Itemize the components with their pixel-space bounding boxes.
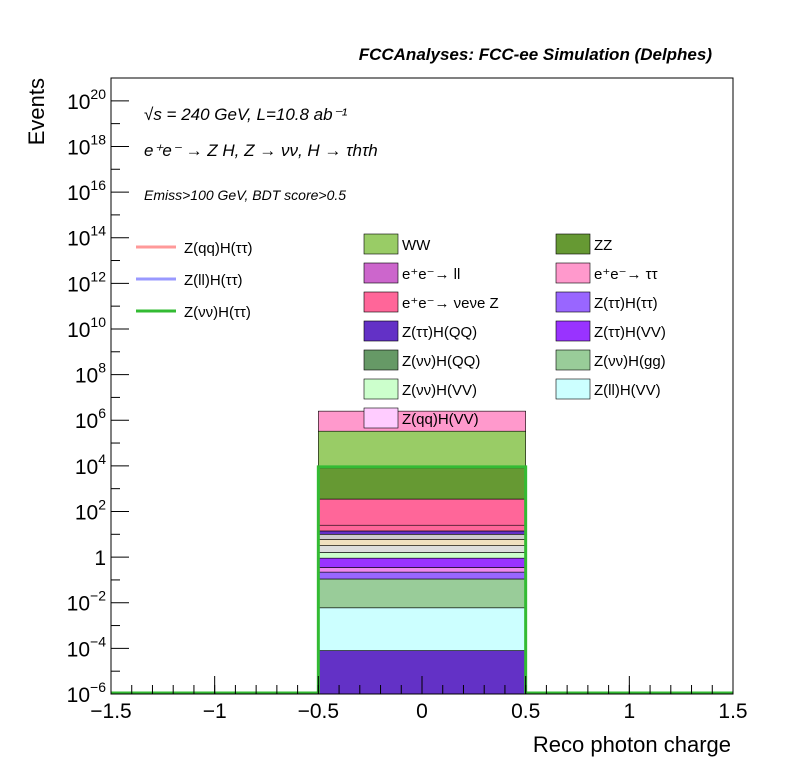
legend-box-swatch: [363, 233, 399, 255]
legend-box-label: Z(ττ)H(ττ): [594, 295, 658, 312]
stack-bar-4: [318, 567, 526, 573]
legend-box-swatch: [555, 233, 591, 255]
legend-box-label: e⁺e⁻→ νeνe Z: [402, 295, 499, 312]
legend-box-swatch: [555, 262, 591, 284]
legend-box-swatch: [363, 349, 399, 371]
chart-title: FCCAnalyses: FCC-ee Simulation (Delphes): [359, 45, 713, 64]
stack-bar-8: [318, 539, 526, 546]
legend-box-swatch: [555, 291, 591, 313]
stack-bar-14: [318, 430, 526, 469]
legend-box-label: Z(ττ)H(QQ): [402, 324, 477, 341]
legend-box-swatch: [555, 378, 591, 400]
legend-box-label: e⁺e⁻→ ll: [402, 266, 460, 283]
stack-bar-11: [318, 524, 526, 532]
y-axis-title: Events: [24, 78, 49, 145]
legend-box-label: ZZ: [594, 237, 612, 254]
legend-line-label: Z(νν)H(ττ): [184, 304, 251, 321]
x-axis-title: Reco photon charge: [533, 732, 731, 757]
annotation-process: e⁺e⁻ → Z H, Z → νν, H → τhτh: [144, 141, 378, 160]
legend-box-swatch: [555, 320, 591, 342]
plot-frame: [110, 77, 734, 695]
annotation-selection: Emiss>100 GeV, BDT score>0.5: [144, 187, 346, 203]
x-axis: −1.5 −1 −0.5 0 0.5 1 1.5: [90, 676, 748, 723]
y-tick-label: 1016: [67, 177, 106, 205]
y-tick-label: 1: [94, 547, 106, 570]
stacked-histogram: [318, 410, 526, 695]
stack-bar-6: [318, 552, 526, 559]
legend-box-label: WW: [402, 237, 431, 254]
stack-bar-7: [318, 545, 526, 553]
x-tick-label: 0: [416, 700, 428, 723]
legend-box-label: Z(qq)H(VV): [402, 411, 479, 428]
stack-bar-3: [318, 571, 526, 580]
x-tick-label: 1: [623, 700, 635, 723]
x-tick-label: 1.5: [718, 700, 747, 723]
x-tick-label: −1.5: [90, 700, 131, 723]
legend-box-swatch: [363, 262, 399, 284]
stack-bar-13: [318, 467, 526, 500]
legend-box-swatch: [363, 320, 399, 342]
stack-bar-10: [318, 530, 526, 535]
legend-box-label: Z(ll)H(VV): [594, 382, 661, 399]
annotation-energy: √s = 240 GeV, L=10.8 ab⁻¹: [144, 105, 348, 124]
stack-bar-1: [318, 607, 526, 651]
legend-box-label: Z(νν)H(gg): [594, 353, 666, 370]
y-tick-label: 1018: [67, 131, 106, 159]
y-tick-label: 104: [75, 451, 106, 479]
legend-line-label: Z(qq)H(ττ): [184, 240, 253, 257]
y-tick-label: 1014: [67, 223, 106, 251]
y-tick-label: 1012: [67, 268, 106, 296]
legend-box-label: Z(νν)H(VV): [402, 382, 477, 399]
legend-box-swatch: [363, 291, 399, 313]
legend-box-label: e⁺e⁻→ ττ: [594, 266, 658, 283]
y-tick-label: 106: [75, 405, 106, 433]
stack-bar-12: [318, 498, 526, 526]
y-tick-label: 1020: [67, 86, 106, 114]
legend-box-swatch: [555, 349, 591, 371]
signal-histogram: [111, 465, 733, 695]
legend-box-swatch: [363, 407, 399, 429]
legend-box-label: Z(νν)H(QQ): [402, 353, 480, 370]
y-tick-label: 10−2: [67, 588, 107, 616]
legend-signals: Z(qq)H(ττ) Z(ll)H(ττ) Z(νν)H(ττ): [136, 240, 253, 321]
stack-bar-5: [318, 557, 526, 568]
y-tick-label: 108: [75, 360, 106, 388]
y-tick-label: 102: [75, 496, 106, 524]
stack-bar-2: [318, 578, 526, 609]
y-axis: 10−6 10−4 10−2 1 102 104 106 108 1010 1012 1014 101…: [67, 77, 129, 707]
legend-backgrounds: WW ZZ e⁺e⁻→ ll e⁺e⁻→ ττ e⁺e⁻→ νeνe Z Z(ττ)H(τ…: [363, 233, 666, 429]
legend-box-swatch: [363, 378, 399, 400]
stack-bar-9: [318, 533, 526, 540]
legend-box-label: Z(ττ)H(VV): [594, 324, 666, 341]
signal-line: [111, 465, 733, 695]
y-tick-label: 10−6: [67, 679, 107, 707]
x-tick-label: 0.5: [511, 700, 540, 723]
legend-line-label: Z(ll)H(ττ): [184, 272, 243, 289]
x-tick-label: −1: [203, 700, 227, 723]
y-tick-label: 1010: [67, 314, 106, 342]
y-tick-label: 10−4: [67, 633, 107, 661]
x-tick-label: −0.5: [298, 700, 339, 723]
